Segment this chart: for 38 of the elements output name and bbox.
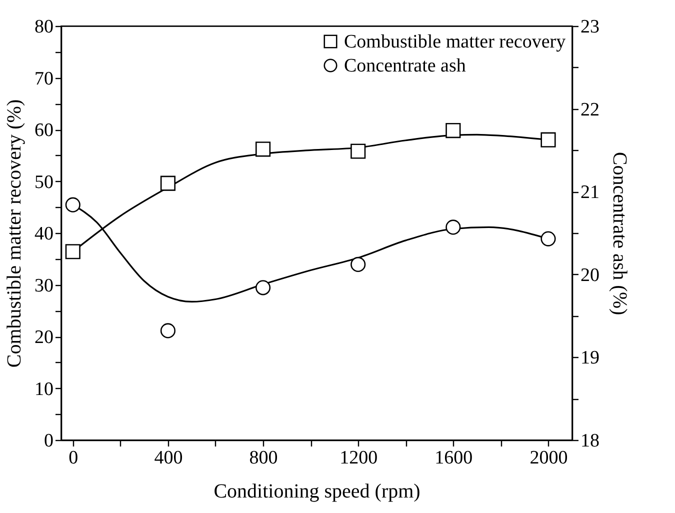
y-tick-label: 80	[34, 16, 54, 38]
y-tick-label: 50	[34, 172, 54, 193]
x-tick-label: 0	[68, 448, 78, 468]
y2-tick-label: 23	[580, 16, 600, 38]
y2-tick-label: 20	[580, 264, 600, 286]
point	[446, 220, 461, 235]
point	[65, 197, 80, 212]
y-tick-label: 20	[34, 327, 54, 348]
point	[540, 231, 556, 246]
x-tick-label: 1200	[340, 448, 378, 468]
y-tick-label: 0	[44, 430, 54, 452]
y-tick-label: 70	[34, 68, 54, 90]
point	[446, 122, 461, 138]
x-axis-title: Conditioning speed (rpm)	[214, 480, 420, 502]
x-tick-label: 800	[249, 448, 278, 468]
point	[65, 244, 80, 260]
point	[540, 132, 556, 148]
point	[350, 256, 366, 272]
point	[255, 280, 271, 296]
x-tick-label: 2000	[530, 448, 568, 468]
x-tick-label: 400	[154, 448, 183, 468]
x-tick-label: 1600	[434, 448, 473, 468]
point	[255, 142, 271, 157]
y2-tick-label: 18	[580, 430, 600, 452]
y-tick-label: 60	[34, 120, 54, 141]
legend-label: Combustible matter recovery	[344, 32, 566, 52]
y2-axis-title: Concentrate ash (%)	[608, 152, 630, 316]
y2-tick-label: 22	[580, 99, 600, 120]
y-axis-title: Combustible matter recovery (%)	[4, 99, 26, 368]
point	[160, 176, 176, 191]
y-tick-label: 40	[34, 224, 54, 244]
y2-tick-label: 19	[580, 348, 600, 369]
y-tick-label: 30	[34, 275, 54, 296]
point	[350, 144, 366, 159]
point	[160, 323, 176, 338]
y2-tick-label: 21	[580, 182, 600, 204]
y-tick-label: 10	[34, 378, 54, 400]
legend-label: Concentrate ash	[344, 56, 466, 76]
